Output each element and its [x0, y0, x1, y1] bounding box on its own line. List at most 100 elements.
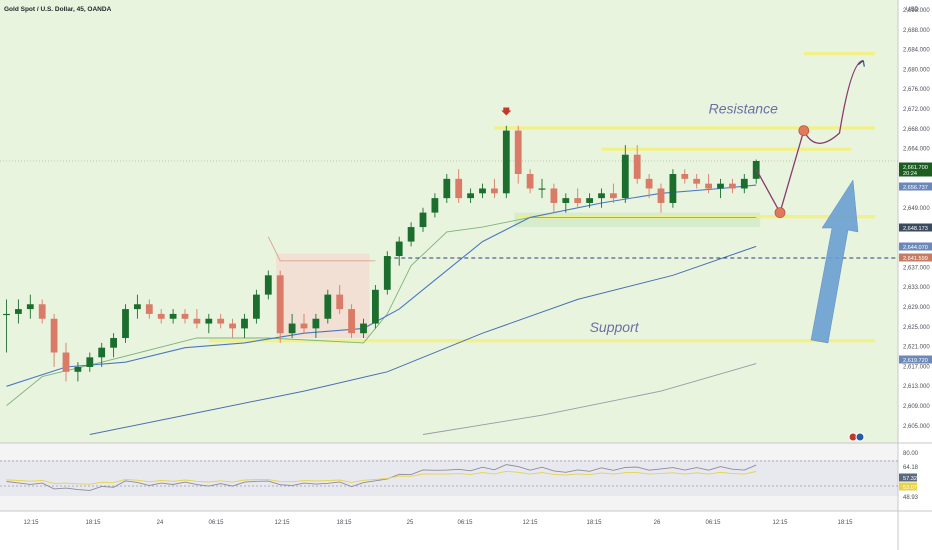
candle-body: [657, 188, 665, 203]
x-tick-label: 06:15: [208, 520, 224, 526]
candle[interactable]: [407, 222, 415, 247]
candle[interactable]: [98, 342, 106, 367]
candle[interactable]: [288, 313, 296, 339]
candle-body: [717, 183, 724, 189]
candle[interactable]: [562, 193, 570, 213]
candle-body: [431, 198, 439, 213]
projection-point-low: [774, 207, 786, 219]
candle[interactable]: [336, 284, 344, 314]
candle[interactable]: [241, 313, 248, 339]
flag-icon[interactable]: [848, 432, 865, 442]
price-badge: [899, 242, 932, 251]
candle[interactable]: [633, 145, 641, 184]
candle[interactable]: [467, 188, 474, 203]
y-tick-label: 2,688.000: [903, 28, 930, 34]
candle[interactable]: [574, 188, 582, 208]
candle[interactable]: [312, 313, 320, 339]
candle[interactable]: [514, 125, 522, 184]
candle-body: [62, 352, 70, 372]
candle-body: [372, 289, 379, 324]
candle[interactable]: [657, 183, 665, 213]
rsi-tick-label: 48.93: [903, 495, 919, 501]
annotation-resistance: Resistance: [709, 101, 778, 117]
candle[interactable]: [491, 178, 498, 199]
candle-body: [467, 193, 474, 199]
candle[interactable]: [431, 193, 439, 218]
candle-body: [110, 338, 117, 348]
candle[interactable]: [645, 174, 653, 199]
candle-body: [288, 323, 296, 334]
candle[interactable]: [360, 318, 367, 339]
candle[interactable]: [217, 313, 225, 329]
candle[interactable]: [169, 309, 177, 324]
candle[interactable]: [598, 188, 605, 208]
candle[interactable]: [145, 299, 153, 319]
rsi-tick-label: 64.18: [903, 465, 919, 471]
candle[interactable]: [538, 178, 546, 199]
candle[interactable]: [86, 352, 94, 372]
candle[interactable]: [550, 183, 558, 213]
candle[interactable]: [479, 183, 486, 199]
candle[interactable]: [502, 125, 510, 199]
candle[interactable]: [669, 169, 677, 208]
x-axis[interactable]: 12:15 18:15 24 06:15 12:15 18:15 25 06:15 12:15 1…: [23, 520, 853, 526]
candle[interactable]: [383, 251, 391, 295]
candle[interactable]: [62, 342, 70, 382]
candle-body: [633, 154, 641, 179]
candle[interactable]: [419, 207, 427, 232]
y-axis[interactable]: 2,693.000 2,688.000 2,684.000 2,680.000 2,67…: [903, 8, 930, 430]
candle[interactable]: [740, 174, 748, 194]
y-tick-label: 2,672.000: [903, 107, 930, 113]
candle[interactable]: [205, 313, 213, 334]
candle[interactable]: [38, 299, 46, 324]
y-tick-label: 2,605.000: [903, 424, 930, 430]
y-tick-label: 2,664.000: [903, 147, 930, 153]
candle[interactable]: [729, 178, 736, 194]
candle[interactable]: [717, 178, 724, 199]
candle[interactable]: [15, 299, 22, 324]
candle-body: [300, 323, 308, 329]
candle[interactable]: [610, 183, 617, 203]
candle[interactable]: [253, 289, 260, 324]
candle[interactable]: [693, 174, 701, 189]
candle[interactable]: [324, 289, 332, 324]
candle[interactable]: [50, 313, 58, 367]
candle[interactable]: [134, 294, 141, 319]
candle-body: [86, 357, 94, 367]
candle-body: [705, 183, 712, 189]
candle[interactable]: [3, 299, 10, 353]
candle[interactable]: [443, 174, 451, 203]
candle[interactable]: [681, 169, 689, 184]
y-tick-label: 2,617.000: [903, 364, 930, 370]
candle[interactable]: [372, 284, 379, 329]
candle[interactable]: [276, 270, 284, 343]
candle[interactable]: [110, 333, 117, 358]
candle[interactable]: [348, 304, 355, 339]
candle[interactable]: [395, 236, 403, 266]
candle[interactable]: [193, 309, 201, 329]
candle[interactable]: [705, 174, 712, 194]
projection-layer: [755, 60, 865, 344]
x-tick-label: 18:15: [837, 520, 853, 526]
candle-body: [193, 318, 201, 324]
candle-body: [134, 304, 141, 310]
candle[interactable]: [157, 309, 165, 324]
candle[interactable]: [26, 294, 34, 319]
y-tick-label: 2,609.000: [903, 404, 930, 410]
candle[interactable]: [526, 169, 534, 194]
candle[interactable]: [621, 145, 629, 203]
price-badge-label: 2,648.173: [903, 226, 928, 232]
candle-body: [336, 294, 344, 310]
candle[interactable]: [74, 362, 82, 382]
y-tick-label: 2,693.000: [903, 8, 930, 14]
candle[interactable]: [586, 193, 593, 208]
price-badge-label: 2,661.700: [903, 165, 928, 171]
candle[interactable]: [181, 309, 189, 324]
candle[interactable]: [122, 304, 129, 343]
candle[interactable]: [229, 318, 236, 339]
candle[interactable]: [264, 270, 272, 300]
candle[interactable]: [300, 313, 308, 334]
candle[interactable]: [455, 169, 463, 203]
